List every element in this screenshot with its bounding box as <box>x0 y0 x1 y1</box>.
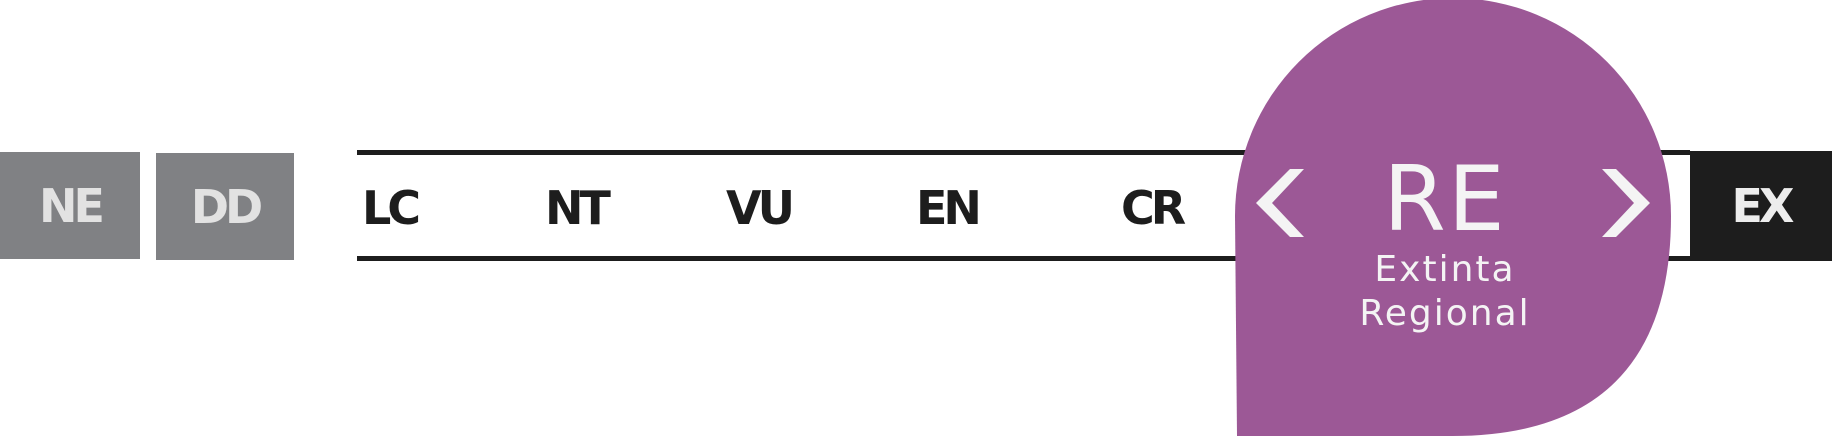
category-ex-button[interactable]: EX <box>1690 151 1832 261</box>
category-en-button[interactable]: EN <box>916 181 982 235</box>
chevron-right-icon[interactable] <box>1598 167 1654 239</box>
chevron-left-icon[interactable] <box>1252 167 1308 239</box>
selected-name-line-1: Extinta <box>1374 249 1516 290</box>
category-lc-button[interactable]: LC <box>362 181 421 235</box>
category-cr-button[interactable]: CR <box>1121 181 1186 235</box>
selected-category-code: RE <box>1383 147 1507 252</box>
category-vu-button[interactable]: VU <box>726 181 795 235</box>
selected-bubble-shape <box>1235 0 1671 436</box>
selected-category-name: Extinta Regional <box>1330 248 1560 336</box>
category-ne-button[interactable]: NE <box>0 152 140 259</box>
selected-name-line-2: Regional <box>1359 293 1531 334</box>
category-dd-button[interactable]: DD <box>156 153 294 260</box>
category-nt-button[interactable]: NT <box>545 181 611 235</box>
